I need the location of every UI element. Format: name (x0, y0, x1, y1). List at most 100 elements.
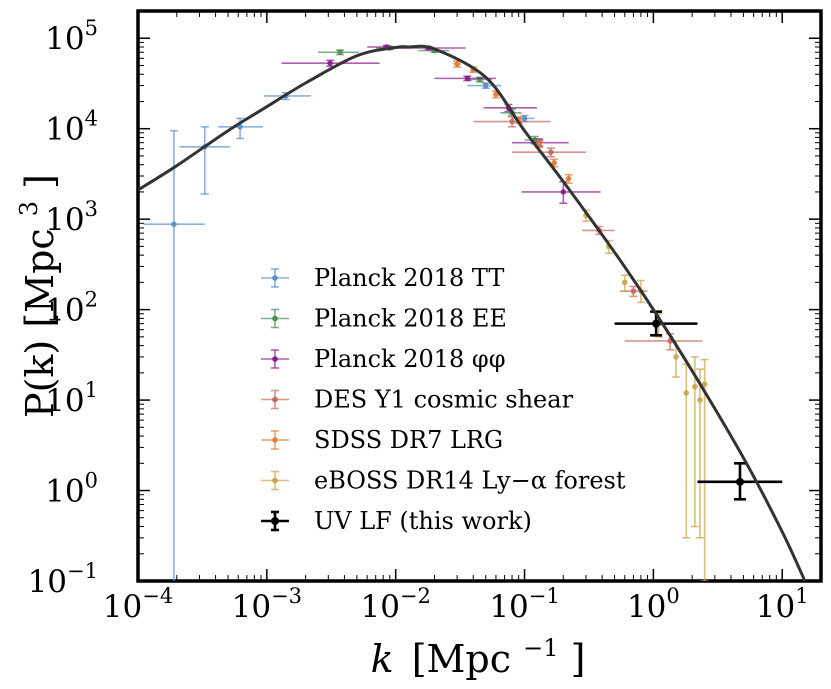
legend-label: eBOSS DR14 Ly−α forest (314, 467, 626, 495)
y-tick-base: 10 (28, 564, 67, 600)
x-tick-labels: 10−4 10−3 10−2 10−1 100 101 (103, 584, 809, 625)
x-tick-base: 10 (756, 589, 795, 625)
data-point (521, 115, 528, 122)
plot-frame (136, 9, 823, 583)
x-axis-label-close: ] (571, 637, 586, 681)
legend-item: Planck 2018 φφ (261, 345, 506, 373)
legend: Planck 2018 TT Planck 2018 EE Planck 2018 … (261, 264, 626, 535)
x-tick-exponent: −3 (271, 584, 302, 608)
legend-item: eBOSS DR14 Ly−α forest (261, 467, 626, 495)
data-point (477, 76, 483, 83)
legend-item: UV LF (this work) (261, 507, 532, 535)
x-tick-base: 10 (627, 589, 666, 625)
series-1 (318, 45, 544, 145)
x-axis-label: k [Mpc −1 ] (371, 621, 586, 681)
data-point (673, 354, 679, 360)
y-axis-label-close: ] (18, 174, 62, 189)
y-tick-exponent: 0 (85, 469, 98, 493)
y-tick-base: 10 (45, 293, 84, 329)
y-tick-exponent: 5 (85, 16, 98, 40)
y-tick-label: 105 (45, 16, 98, 57)
legend-item: DES Y1 cosmic shear (261, 386, 574, 414)
data-point (464, 75, 471, 82)
data-point (548, 149, 554, 155)
data-point (454, 61, 460, 67)
legend-label: Planck 2018 EE (314, 305, 507, 333)
y-axis-label-text: P(k) [Mpc (18, 228, 62, 418)
x-axis-symbol: k (371, 637, 394, 681)
y-tick-label: 100 (45, 469, 98, 510)
data-point (701, 381, 708, 387)
y-tick-label: 104 (45, 107, 98, 148)
legend-label: SDSS DR7 LRG (314, 426, 503, 454)
legend-marker-point (272, 437, 278, 443)
legend-label: Planck 2018 TT (314, 264, 504, 292)
y-tick-label: 103 (45, 197, 98, 238)
x-tick-label: 10−1 (489, 584, 559, 625)
data-point (551, 159, 558, 166)
data-point (171, 221, 177, 227)
data-point (683, 390, 690, 396)
x-tick-exponent: −4 (142, 584, 173, 608)
series-6 (614, 310, 783, 501)
y-tick-exponent: −1 (67, 559, 98, 583)
series-5 (582, 209, 709, 581)
y-tick-base: 10 (45, 21, 84, 57)
y-axis-label-exponent: 3 (15, 201, 43, 216)
y-axis-label: P(k) [Mpc 3 ] (2, 174, 62, 418)
data-point (327, 60, 333, 66)
x-tick-exponent: 1 (795, 584, 808, 608)
data-point (652, 319, 661, 328)
x-tick-base: 10 (232, 589, 271, 625)
x-tick-base: 10 (360, 589, 399, 625)
data-point (630, 288, 637, 294)
x-tick-label: 10−2 (360, 584, 430, 625)
legend-marker-point (272, 396, 278, 403)
series-3 (473, 116, 703, 351)
legend-marker-point (272, 356, 278, 362)
x-tick-exponent: −2 (400, 584, 431, 608)
y-tick-label: 101 (45, 378, 98, 419)
x-axis-label-exponent: −1 (523, 634, 558, 662)
legend-marker-point (272, 315, 278, 322)
y-tick-label: 10−1 (28, 559, 98, 600)
legend-label: UV LF (this work) (314, 507, 532, 535)
y-tick-exponent: 3 (85, 197, 98, 221)
x-tick-base: 10 (103, 589, 142, 625)
x-tick-label: 10−3 (232, 584, 302, 625)
x-tick-label: 101 (756, 584, 809, 625)
data-point (560, 189, 567, 195)
y-tick-exponent: 4 (85, 107, 98, 131)
data-point (536, 141, 543, 147)
data-point (621, 279, 628, 286)
legend-item: Planck 2018 EE (261, 305, 507, 333)
legend-label: Planck 2018 φφ (314, 345, 506, 373)
y-tick-base: 10 (45, 202, 84, 238)
legend-item: SDSS DR7 LRG (261, 426, 503, 454)
data-point (735, 477, 744, 486)
axis-ticks (137, 10, 822, 582)
x-tick-label: 100 (627, 584, 680, 625)
y-tick-base: 10 (45, 112, 84, 148)
legend-item: Planck 2018 TT (261, 264, 504, 292)
legend-marker-point (272, 275, 278, 281)
y-tick-base: 10 (45, 474, 84, 510)
x-tick-exponent: −1 (529, 584, 560, 608)
data-point (692, 384, 698, 390)
x-axis-label-text: [Mpc (412, 637, 511, 681)
x-tick-label: 10−4 (103, 584, 173, 625)
model-curve-line (138, 44, 807, 581)
legend-marker-point (271, 517, 279, 525)
data-point (509, 118, 515, 125)
data-point (697, 397, 703, 403)
data-point (337, 49, 343, 56)
legend-marker-point (272, 477, 278, 484)
data-point (482, 82, 489, 89)
series-0 (143, 82, 535, 581)
y-tick-label: 102 (45, 288, 98, 329)
legend-label: DES Y1 cosmic shear (314, 386, 574, 414)
y-tick-exponent: 1 (85, 378, 98, 402)
y-tick-base: 10 (45, 383, 84, 419)
